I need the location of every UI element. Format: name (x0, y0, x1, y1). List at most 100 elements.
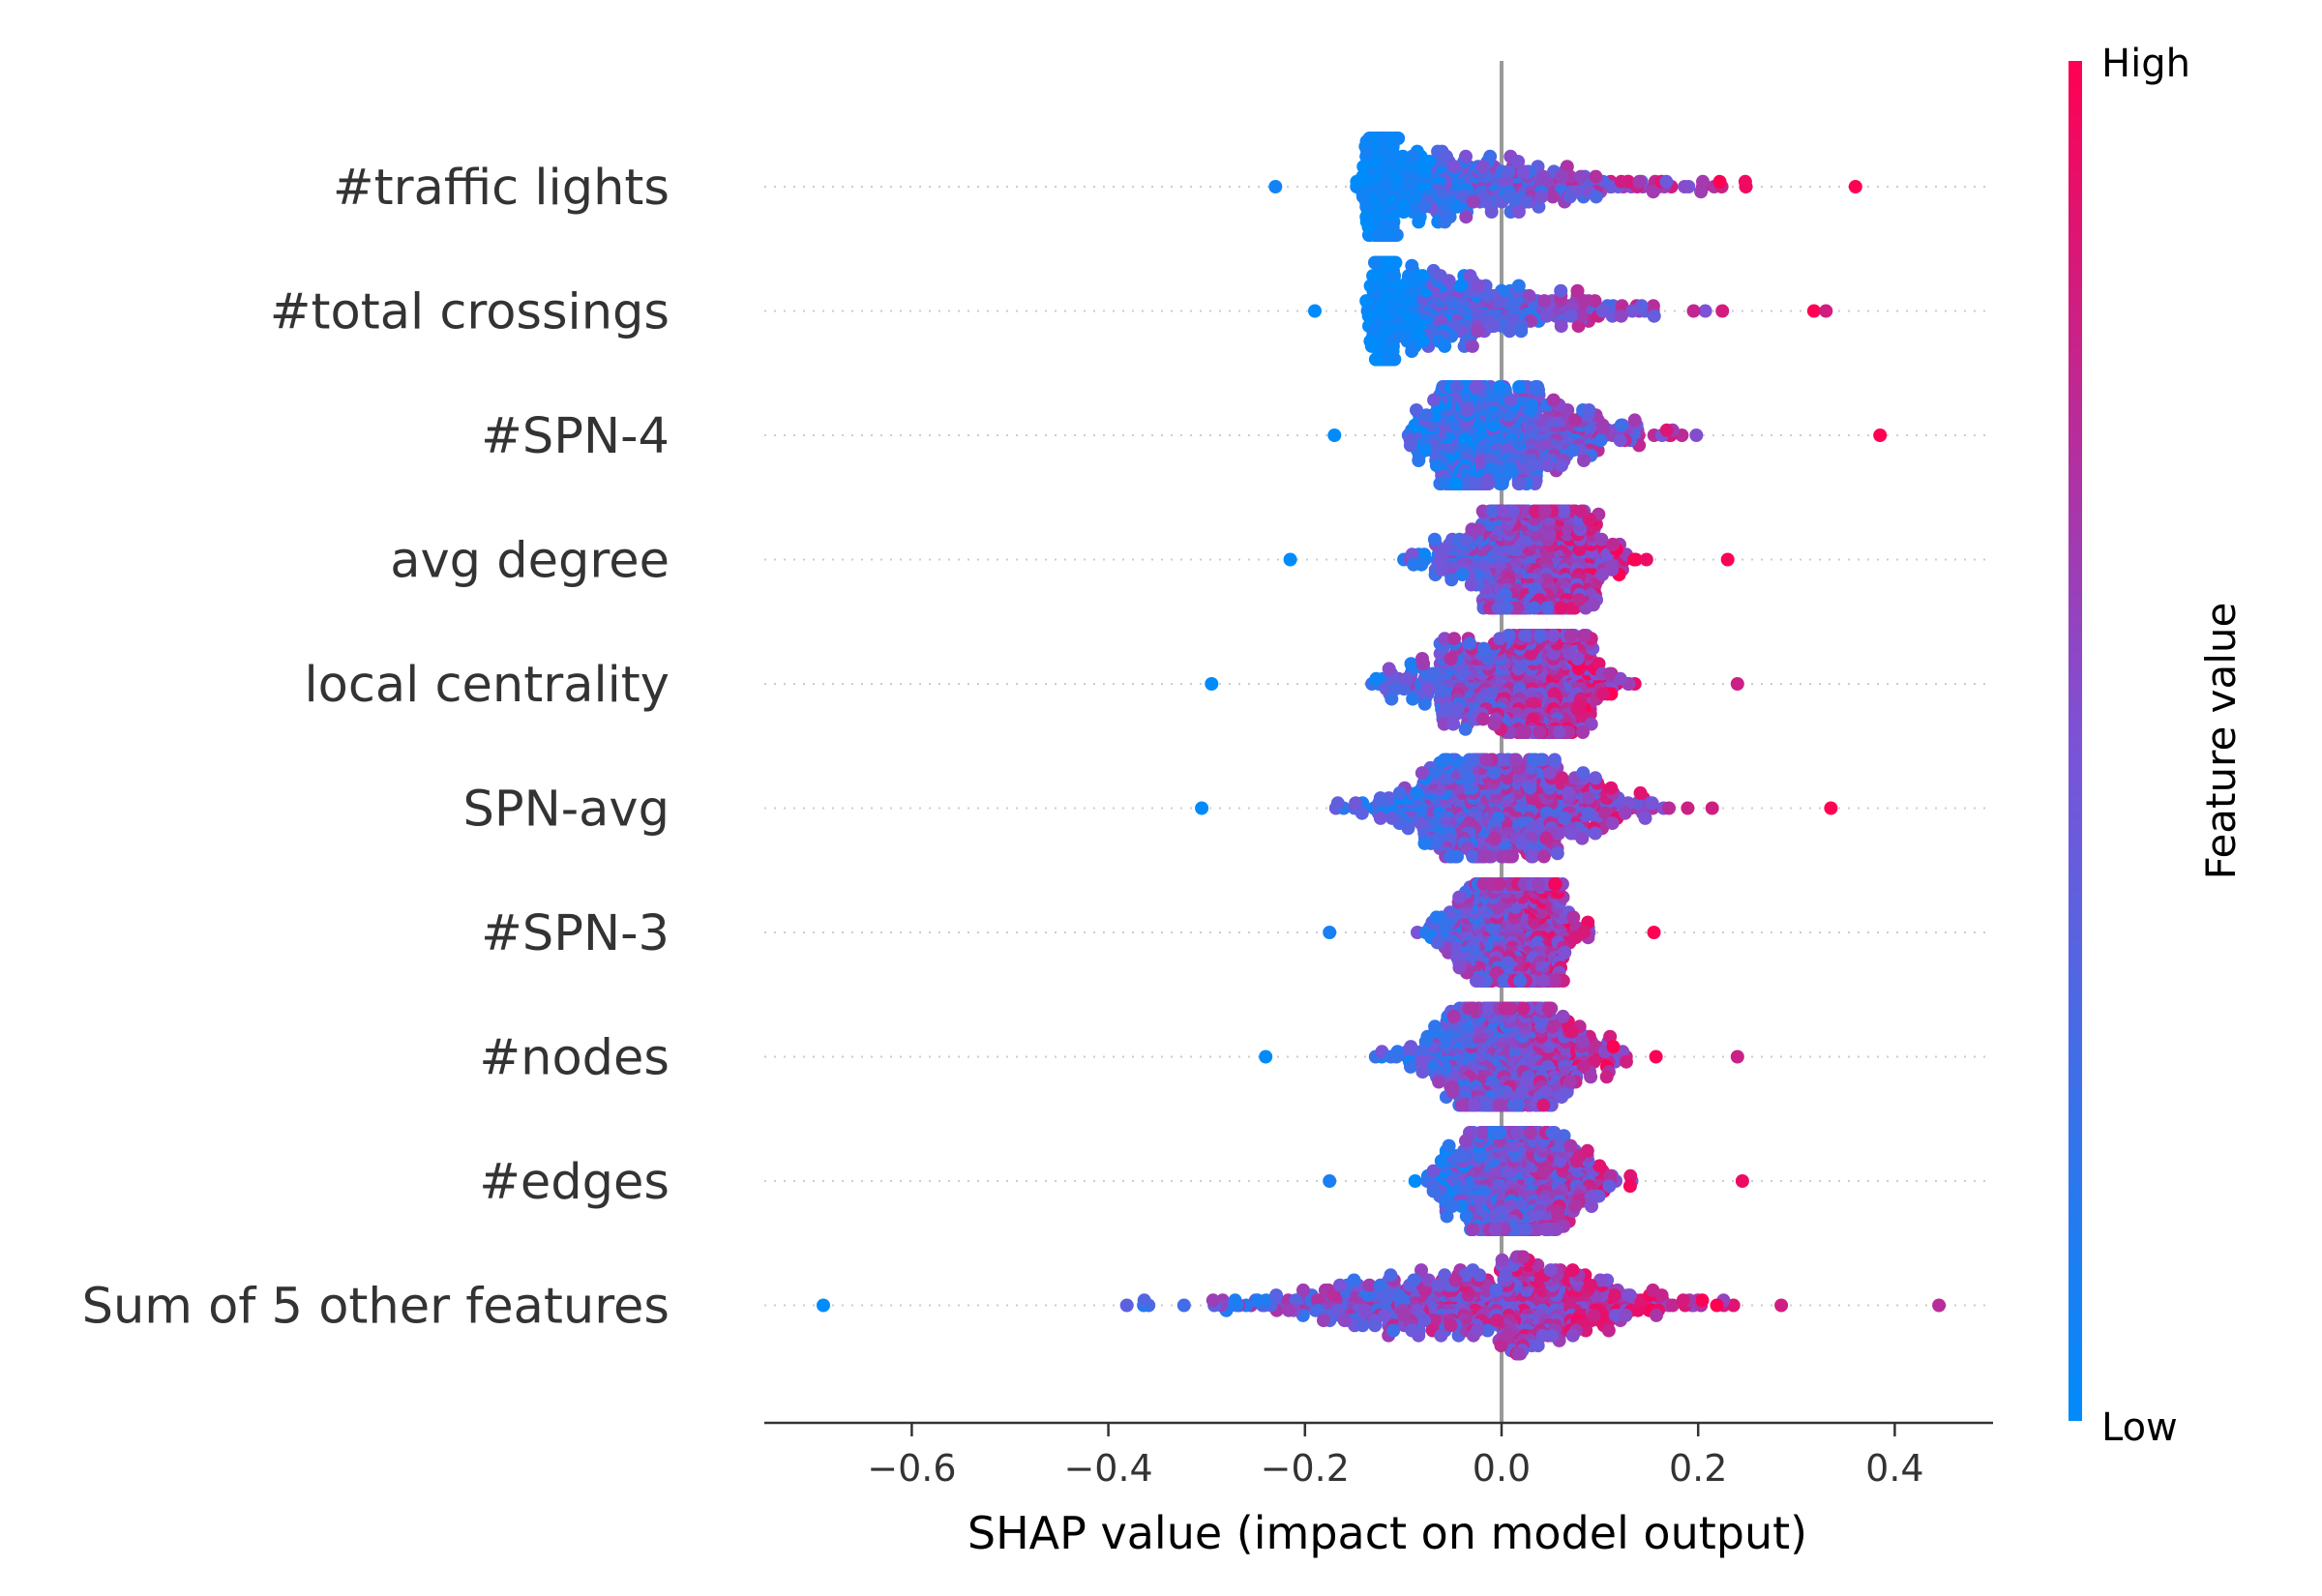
shap-point (1450, 849, 1464, 864)
shap-point (1512, 380, 1527, 394)
shap-point (1531, 877, 1545, 891)
shap-point (1440, 149, 1453, 163)
shap-point (1613, 433, 1627, 448)
shap-point (1505, 849, 1519, 864)
shap-point (1481, 477, 1496, 490)
shap-point (1382, 662, 1396, 676)
shap-point (1576, 725, 1590, 739)
shap-point (1659, 174, 1674, 189)
shap-point (1577, 454, 1591, 467)
shap-point (1536, 974, 1551, 988)
shap-point (1570, 283, 1585, 298)
shap-point (1614, 174, 1628, 189)
shap-point (1438, 339, 1452, 353)
shap-point (1715, 304, 1730, 318)
shap-point (1466, 194, 1480, 209)
shap-point (1500, 601, 1514, 615)
shap-point (1512, 477, 1527, 490)
shap-point (1484, 319, 1499, 334)
shap-point (1546, 629, 1561, 642)
shap-point (1565, 299, 1580, 313)
shap-point (1373, 811, 1387, 825)
shap-point (1361, 220, 1376, 234)
shap-point (1525, 398, 1538, 412)
shap-point (1696, 174, 1710, 189)
shap-point (1493, 380, 1507, 394)
shap-point (1554, 319, 1568, 334)
shap-point (1415, 334, 1430, 348)
shap-point (1355, 169, 1370, 184)
shap-point (1450, 199, 1464, 214)
shap-point (1414, 557, 1429, 572)
shap-point (1444, 573, 1459, 587)
shap-point (1487, 831, 1502, 845)
shap-point (1647, 926, 1661, 939)
shap-point (1646, 299, 1660, 313)
shap-point (1536, 169, 1550, 184)
shap-point (1576, 766, 1591, 781)
shap-point (1392, 785, 1407, 800)
shap-point (1633, 785, 1648, 800)
shap-point (1681, 801, 1695, 815)
shap-point (1268, 180, 1283, 193)
shap-point (1873, 429, 1888, 442)
shap-point (1364, 339, 1379, 353)
shap-point (1359, 294, 1374, 309)
shap-point (1577, 629, 1592, 642)
shap-point (1463, 269, 1477, 283)
shap-point (1414, 766, 1429, 781)
shap-point (1376, 132, 1389, 145)
shap-point (1496, 504, 1510, 518)
shap-point (1391, 329, 1406, 343)
shap-point (1529, 380, 1543, 394)
shap-point (1646, 185, 1660, 199)
shap-point (1574, 169, 1588, 184)
shap-point (1575, 831, 1590, 845)
shap-point (1427, 393, 1442, 407)
shap-point (1550, 846, 1564, 861)
shap-point (1720, 552, 1735, 567)
shap-point (1602, 666, 1617, 681)
shap-point (1453, 279, 1468, 293)
shap-point (1479, 194, 1494, 209)
shap-point (1593, 433, 1608, 448)
shap-point (1527, 601, 1541, 615)
shap-point (1283, 552, 1297, 567)
shap-point (1554, 283, 1568, 298)
shap-point (1442, 274, 1456, 288)
shap-point (1443, 210, 1457, 224)
shap-point (1475, 160, 1490, 174)
shap-point (1824, 801, 1838, 815)
shap-point (1819, 304, 1833, 318)
shap-point (1614, 418, 1628, 432)
shap-point (1359, 134, 1374, 149)
shap-point (1447, 160, 1462, 174)
shap-point (1396, 205, 1411, 219)
shap-point (1555, 458, 1568, 473)
shap-point (1614, 309, 1628, 323)
shap-point (1417, 836, 1432, 850)
shap-point (1371, 352, 1385, 367)
shap-point (1730, 677, 1744, 691)
shap-point (1370, 255, 1384, 270)
shap-point (1806, 304, 1821, 318)
shap-point (1565, 443, 1580, 458)
shap-point (1405, 258, 1419, 273)
shap-point (1558, 811, 1572, 825)
row-guides (764, 186, 1993, 1307)
shap-point (1533, 725, 1547, 739)
shap-point (1447, 632, 1461, 646)
shap-point (1384, 692, 1399, 706)
shap-point (1440, 753, 1454, 767)
shap-point (1416, 199, 1431, 214)
shap-point (1502, 190, 1516, 204)
shap-point (1476, 877, 1491, 891)
shap-point (1689, 429, 1704, 442)
shap-point (1430, 935, 1444, 950)
shap-point (1426, 666, 1441, 681)
shap-point (1472, 279, 1486, 293)
shap-point (1471, 324, 1485, 339)
shap-point (1562, 785, 1576, 800)
points-layer (817, 132, 1947, 1361)
